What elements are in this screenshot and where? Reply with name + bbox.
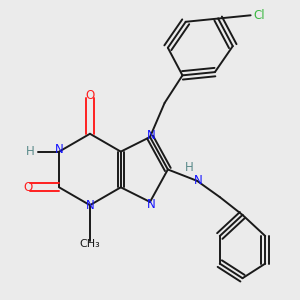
Text: CH₃: CH₃	[80, 239, 100, 249]
Text: O: O	[24, 181, 33, 194]
Text: N: N	[147, 129, 156, 142]
Text: N: N	[194, 174, 203, 187]
Text: N: N	[55, 142, 64, 155]
Text: N: N	[147, 198, 156, 211]
Text: N: N	[85, 199, 94, 212]
Text: H: H	[184, 161, 193, 174]
Text: O: O	[85, 89, 94, 102]
Text: Cl: Cl	[253, 9, 265, 22]
Text: H: H	[26, 145, 34, 158]
